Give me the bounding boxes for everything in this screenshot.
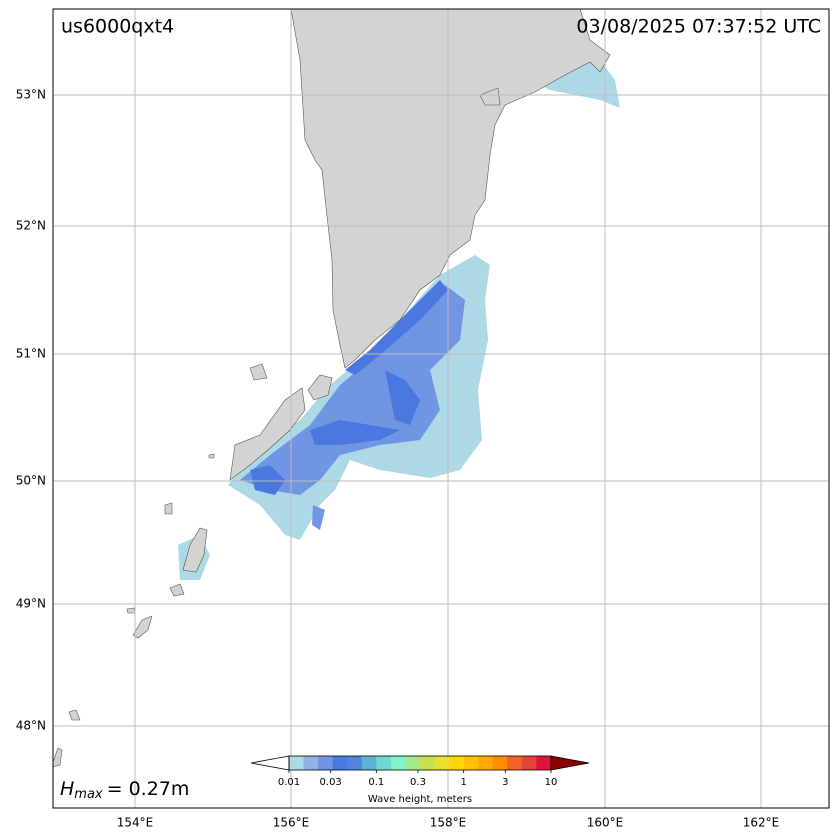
island [68, 709, 81, 721]
colorbar-tick-label: 1 [460, 777, 466, 788]
colorbar-swatch [521, 756, 537, 770]
colorbar-swatch [303, 756, 319, 770]
wave-field [385, 370, 420, 425]
hmax-label: Hmax = 0.27m [60, 778, 189, 802]
colorbar-swatch [420, 756, 435, 770]
wave-field [345, 280, 448, 375]
colorbar-label: Wave height, meters [368, 794, 472, 805]
map-area [52, 8, 620, 768]
graticule: 53°N 52°N 51°N 50°N 49°N 48°N 154°E 156°E 158°E 1… [16, 9, 829, 830]
island [169, 583, 185, 597]
colorbar-swatch [361, 756, 377, 770]
island [182, 527, 208, 573]
wave-field [250, 465, 285, 495]
island [208, 453, 215, 459]
colorbar-swatch [536, 756, 552, 770]
island [126, 607, 136, 614]
colorbar-swatch [478, 756, 494, 770]
wave-field [240, 285, 465, 495]
colorbar-tick-label: 0.1 [368, 777, 384, 788]
colorbar-swatch [492, 756, 508, 770]
colorbar: 0.01 0.03 0.1 0.3 1 3 10 [250, 755, 590, 788]
island [229, 387, 306, 481]
island [249, 363, 268, 381]
wave-field [310, 420, 400, 445]
landmass [290, 8, 611, 369]
landmass [479, 87, 501, 106]
island [307, 374, 333, 401]
colorbar-tick-label: 10 [545, 777, 558, 788]
colorbar-swatch [463, 756, 479, 770]
colorbar-tick-label: 0.3 [410, 777, 426, 788]
timestamp: 03/08/2025 07:37:52 UTC [576, 16, 821, 38]
hmax-text: = 0.27m [107, 778, 190, 800]
colorbar-swatch [347, 756, 363, 770]
lon-label: 158°E [430, 816, 467, 830]
lon-label: 154°E [117, 816, 154, 830]
lon-label: 162°E [743, 816, 780, 830]
wave-field [312, 505, 325, 530]
colorbar-swatch [318, 756, 334, 770]
colorbar-tick-label: 3 [502, 777, 508, 788]
colorbar-outline [288, 755, 552, 771]
lat-label: 51°N [16, 347, 46, 361]
event-id: us6000qxt4 [61, 16, 174, 38]
lat-label: 52°N [16, 219, 46, 233]
lat-label: 48°N [16, 719, 46, 733]
map-frame [52, 8, 830, 809]
island [164, 502, 173, 515]
colorbar-swatch [376, 756, 392, 770]
colorbar-swatch [332, 756, 348, 770]
hmax-subscript: max [74, 787, 103, 802]
colorbar-swatch [289, 756, 304, 770]
colorbar-tick-label: 0.03 [320, 777, 342, 788]
hmax-symbol: H [60, 778, 74, 800]
lat-label: 50°N [16, 474, 46, 488]
colorbar-swatch [390, 756, 406, 770]
lon-label: 156°E [273, 816, 310, 830]
lat-label: 49°N [16, 597, 46, 611]
colorbar-tick-label: 0.01 [278, 777, 300, 788]
colorbar-swatch [434, 756, 450, 770]
colorbar-swatch [405, 756, 421, 770]
island [132, 615, 153, 639]
lon-label: 160°E [587, 816, 624, 830]
colorbar-swatch [507, 756, 523, 770]
colorbar-swatch [449, 756, 465, 770]
lat-label: 53°N [16, 88, 46, 102]
